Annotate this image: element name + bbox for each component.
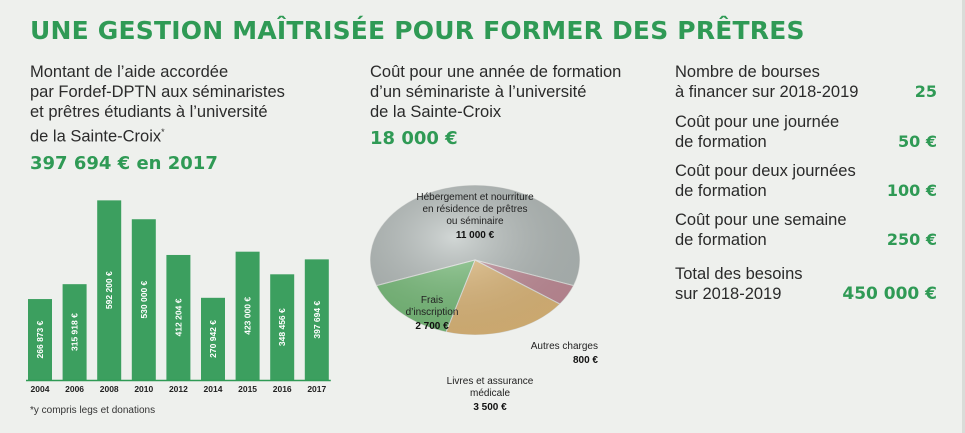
bar [235,251,260,380]
stat-value: 450 000 € [842,284,937,304]
x-tick-label: 2004 [31,384,50,394]
aid-description-line: Montant de l’aide accordée [30,63,229,81]
right-edge-divider [962,0,965,433]
stat-one-week: Coût pour une semaine de formation 250 € [675,210,937,250]
stat-label: Coût pour une semaine [675,211,847,229]
pie-value-label: 800 € [573,355,598,366]
page-title: UNE GESTION MAÎTRISÉE POUR FORMER DES PR… [30,16,805,45]
stat-label: Total des besoins [675,265,803,283]
bar-value-label: 266 873 € [35,320,45,358]
footnote-marker: * [161,127,165,137]
stat-one-day: Coût pour une journée de formation 50 € [675,112,937,152]
aid-total: 397 694 € en 2017 [30,153,218,174]
bar [304,259,329,380]
pie-value-label: 11 000 € [456,230,495,241]
pie-label-text: Hébergement et nourriture [416,192,534,203]
cost-description-line: de la Sainte-Croix [370,103,502,121]
stat-label: Coût pour deux journées [675,162,856,180]
bar-value-label: 592 200 € [104,271,114,309]
aid-description-line: de la Sainte-Croix* [30,122,330,147]
globe-shading [370,185,580,335]
stat-value: 250 € [886,230,937,249]
aid-description-last: de la Sainte-Croix [30,127,162,146]
aid-description-line: par Fordef-DPTN aux séminaristes [30,83,285,101]
pie-label-text: Livres et assurance [447,376,534,387]
x-tick-label: 2008 [100,384,119,394]
pie-label-text: ou séminaire [446,216,504,227]
stat-label: de formation [675,231,767,249]
bar [97,200,122,380]
stat-value: 25 [914,82,937,101]
stat-bourses: Nombre de bourses à financer sur 2018-20… [675,62,937,102]
stat-label: Coût pour une journée [675,113,840,131]
footnote: *y compris legs et donations [30,405,156,416]
pie-label-text: en résidence de prêtres [422,204,527,215]
bar-value-label: 423 000 € [243,297,253,335]
x-tick-label: 2016 [273,384,292,394]
cost-total: 18 000 € [370,128,458,149]
x-tick-label: 2015 [238,384,257,394]
bar-value-label: 315 918 € [70,313,80,351]
stat-label: sur 2018-2019 [675,285,782,303]
bar [166,254,191,380]
cost-description-line: d’un séminariste à l’université [370,83,587,101]
cost-description-line: Coût pour une année de formation [370,63,622,81]
cost-description: Coût pour une année de formation d’un sé… [370,62,650,122]
pie-label-text: d’inscription [406,307,459,318]
stat-label: de formation [675,182,767,200]
pie-label-text: Frais [421,295,443,306]
aid-description: Montant de l’aide accordée par Fordef-DP… [30,62,330,147]
bar-value-label: 530 000 € [139,280,149,318]
stat-value: 100 € [886,181,937,200]
bar-value-label: 270 942 € [208,320,218,358]
stat-label: Nombre de bourses [675,63,820,81]
bar [270,274,295,380]
pie-value-label: 3 500 € [473,402,507,413]
slice-label-autres: Autres charges 800 € [531,341,599,366]
aid-description-line: et prêtres étudiants à l’université [30,103,268,121]
stat-label: de formation [675,133,767,151]
bar [62,284,87,380]
bar-value-label: 348 456 € [277,308,287,346]
x-tick-label: 2014 [204,384,223,394]
aid-bar-chart: 266 873 € 2004 315 918 € 2006 592 200 € 2008 5… [26,200,331,394]
x-tick-label: 2017 [307,384,326,394]
pie-label-text: médicale [470,388,510,399]
bar [201,297,225,380]
stat-label: à financer sur 2018-2019 [675,83,859,101]
bar [28,299,52,380]
stat-value: 50 € [898,132,937,151]
pie-value-label: 2 700 € [415,321,449,332]
bars: 266 873 € 2004 315 918 € 2006 592 200 € 2008 5… [28,200,329,394]
x-tick-label: 2006 [65,384,84,394]
stat-two-days: Coût pour deux journées de formation 100… [675,161,937,201]
pie-label-text: Autres charges [531,341,598,352]
bar [131,219,156,380]
bar-value-label: 412 204 € [173,298,183,336]
x-tick-label: 2012 [169,384,188,394]
x-tick-label: 2010 [134,384,153,394]
stat-total-needs: Total des besoins sur 2018-2019 450 000 … [675,264,937,304]
bar-value-label: 397 694 € [312,301,322,339]
